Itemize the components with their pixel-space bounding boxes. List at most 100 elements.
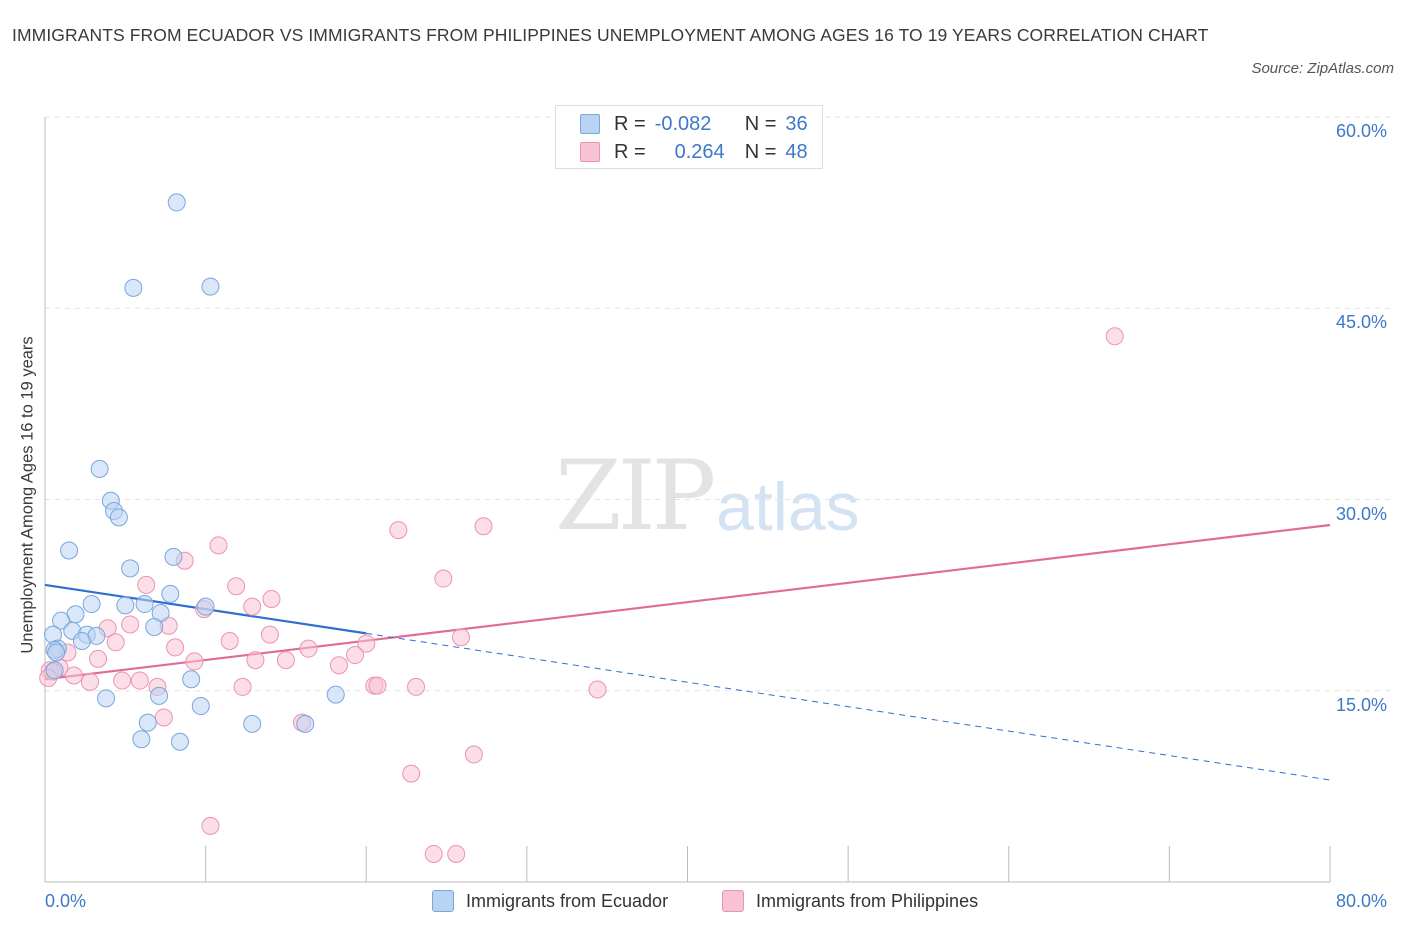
legend-row-philippines: R = 0.264 N = 48	[580, 141, 808, 163]
ecuador-point	[97, 689, 116, 708]
ecuador-legend-swatch	[432, 890, 454, 912]
ecuador-point	[170, 732, 189, 751]
ecuador-point	[47, 643, 66, 662]
philippines-point	[402, 764, 421, 783]
philippines-point	[201, 816, 220, 835]
ecuador-legend-label: Immigrants from Ecuador	[466, 890, 669, 911]
ecuador-point	[191, 697, 210, 716]
x-tick-label-min: 0.0%	[45, 891, 87, 911]
r-value: 0.264	[674, 140, 725, 163]
philippines-point	[346, 646, 365, 665]
r-value: -0.082	[654, 112, 712, 135]
ecuador-point	[182, 670, 201, 689]
ecuador-points	[44, 193, 345, 751]
philippines-point	[243, 597, 262, 616]
philippines-point	[64, 666, 83, 685]
ecuador-point	[135, 595, 154, 614]
philippines-point	[1105, 327, 1124, 346]
philippines-legend-label: Immigrants from Philippines	[756, 890, 979, 911]
ecuador-point	[196, 597, 215, 616]
ecuador-point	[45, 661, 64, 680]
philippines-legend-swatch	[722, 890, 744, 912]
ecuador-point	[90, 459, 109, 478]
philippines-point	[166, 638, 185, 657]
ecuador-point	[145, 618, 164, 636]
ecuador-point	[138, 713, 157, 732]
philippines-point	[464, 745, 483, 764]
axes	[44, 117, 1331, 883]
chart-title: IMMIGRANTS FROM ECUADOR VS IMMIGRANTS FR…	[12, 25, 1209, 45]
ecuador-point	[243, 714, 262, 733]
n-value: 48	[785, 140, 808, 163]
philippines-point	[299, 639, 318, 658]
ecuador-point	[121, 559, 140, 578]
r-label: R =	[614, 140, 646, 163]
ecuador-point	[164, 547, 183, 566]
philippines-point	[106, 633, 125, 652]
philippines-swatch	[580, 142, 600, 162]
ecuador-point	[201, 277, 220, 296]
ecuador-point	[124, 278, 143, 297]
y-tick-label: 15.0%	[1336, 694, 1388, 715]
y-tick-label: 30.0%	[1336, 503, 1388, 524]
philippines-point	[246, 651, 265, 670]
philippines-point	[130, 671, 149, 690]
watermark-zip: ZIP	[555, 440, 716, 552]
philippines-point	[80, 672, 99, 691]
r-label: R =	[614, 112, 646, 135]
philippines-point	[329, 656, 348, 675]
ecuador-point	[52, 611, 71, 630]
legend-row-ecuador: R = -0.082 N = 36	[580, 113, 808, 135]
ecuador-point	[161, 584, 180, 603]
ecuador-trend-dashed	[366, 632, 1331, 781]
legend-item-philippines: Immigrants from Philippines	[722, 889, 978, 913]
philippines-point	[262, 589, 281, 608]
x-tick-label-max: 80.0%	[1336, 891, 1388, 911]
philippines-point	[368, 676, 387, 695]
n-label: N =	[744, 140, 777, 163]
ecuador-point	[72, 632, 91, 651]
philippines-points	[39, 327, 1124, 863]
philippines-point	[276, 651, 295, 670]
philippines-point	[588, 680, 607, 699]
y-tick-label: 60.0%	[1336, 121, 1388, 141]
philippines-point	[113, 671, 132, 690]
ecuador-point	[150, 686, 169, 705]
philippines-point	[357, 634, 376, 653]
philippines-point	[260, 625, 279, 644]
legend-item-ecuador: Immigrants from Ecuador	[432, 889, 668, 913]
ecuador-point	[296, 714, 315, 733]
philippines-point	[209, 536, 228, 555]
philippines-trend-line	[44, 523, 1331, 681]
philippines-point	[121, 615, 140, 634]
y-tick-label: 45.0%	[1336, 312, 1388, 333]
philippines-point	[154, 708, 173, 727]
philippines-point	[389, 521, 408, 540]
source-credit: Source: ZipAtlas.com	[1251, 60, 1394, 77]
n-value: 36	[785, 112, 808, 135]
philippines-point	[434, 569, 453, 588]
philippines-point	[185, 652, 204, 671]
ecuador-swatch	[580, 114, 600, 134]
philippines-point	[407, 677, 426, 696]
ecuador-point	[109, 508, 128, 527]
ecuador-point	[132, 730, 151, 749]
philippines-point	[447, 844, 466, 863]
philippines-point	[89, 649, 108, 668]
ecuador-point	[82, 595, 101, 614]
ecuador-point	[326, 685, 345, 704]
stats-legend: R = -0.082 N = 36 R = 0.264 N = 48	[555, 105, 823, 169]
n-label: N =	[744, 112, 777, 135]
ecuador-point	[167, 193, 186, 212]
watermark-atlas: atlas	[716, 469, 860, 545]
philippines-point	[137, 575, 156, 594]
philippines-point	[233, 677, 252, 696]
philippines-point	[452, 628, 471, 647]
trend-lines	[44, 523, 1331, 781]
philippines-point	[220, 632, 239, 651]
ecuador-point	[116, 596, 135, 615]
philippines-point	[227, 577, 246, 596]
philippines-point	[424, 844, 443, 863]
ecuador-point	[60, 541, 79, 560]
